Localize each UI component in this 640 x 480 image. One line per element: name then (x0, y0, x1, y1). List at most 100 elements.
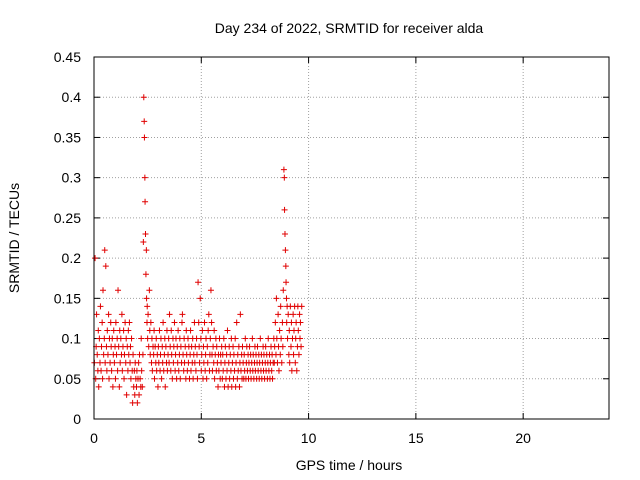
data-point (242, 335, 249, 342)
y-tick-label: 0.35 (54, 129, 81, 145)
x-tick-label: 10 (301, 430, 317, 446)
data-point (141, 134, 148, 141)
data-point (246, 343, 253, 350)
data-point (140, 94, 147, 101)
data-point (211, 327, 218, 334)
y-tick-label: 0.1 (62, 331, 82, 347)
data-point (111, 359, 118, 366)
data-point (112, 375, 119, 382)
data-point (105, 311, 112, 318)
data-point (273, 295, 280, 302)
data-point (98, 367, 105, 374)
data-point (112, 319, 119, 326)
data-point (109, 383, 116, 390)
data-point (272, 319, 279, 326)
data-point (192, 367, 199, 374)
data-point (295, 351, 302, 358)
data-point (205, 327, 212, 334)
grid-lines (94, 57, 609, 419)
data-point (138, 335, 145, 342)
data-point (201, 319, 208, 326)
data-point (282, 247, 289, 254)
data-point (298, 303, 305, 310)
data-point (166, 311, 173, 318)
data-point (117, 335, 124, 342)
data-point (97, 303, 104, 310)
data-point (207, 287, 214, 294)
y-tick-label: 0.25 (54, 210, 81, 226)
data-point (281, 206, 288, 213)
data-point (293, 367, 300, 374)
data-point (187, 327, 194, 334)
data-point (134, 399, 141, 406)
data-points (91, 94, 305, 406)
data-point (140, 239, 147, 246)
x-axis-label: GPS time / hours (296, 457, 403, 473)
data-point (104, 351, 111, 358)
data-point (99, 319, 106, 326)
data-point (262, 343, 269, 350)
data-point (139, 383, 146, 390)
data-point (233, 319, 240, 326)
data-point (118, 311, 125, 318)
data-point (127, 359, 134, 366)
data-point (141, 174, 148, 181)
data-point (143, 247, 150, 254)
y-tick-label: 0.15 (54, 290, 81, 306)
y-tick-label: 0.4 (62, 89, 82, 105)
data-point (175, 327, 182, 334)
data-point (100, 287, 107, 294)
data-point (296, 311, 303, 318)
data-point (135, 359, 142, 366)
data-point (99, 375, 106, 382)
data-point (127, 343, 134, 350)
data-point (115, 287, 122, 294)
data-point (199, 327, 206, 334)
data-point (106, 375, 113, 382)
data-point (254, 343, 261, 350)
data-point (128, 335, 135, 342)
data-point (156, 327, 163, 334)
data-point (158, 375, 165, 382)
data-point (265, 335, 272, 342)
data-point (230, 343, 237, 350)
data-point (110, 327, 117, 334)
data-point (237, 311, 244, 318)
y-tick-label: 0.05 (54, 371, 81, 387)
data-point (283, 279, 290, 286)
data-point (280, 287, 287, 294)
data-point (277, 303, 284, 310)
x-tick-label: 15 (408, 430, 424, 446)
data-point (168, 327, 175, 334)
data-point (203, 375, 210, 382)
data-point (220, 335, 227, 342)
data-point (276, 327, 283, 334)
data-point (278, 335, 285, 342)
data-point (277, 351, 284, 358)
data-point (268, 367, 275, 374)
x-tick-label: 5 (197, 430, 205, 446)
data-point (207, 335, 214, 342)
data-point (123, 391, 130, 398)
data-point (205, 311, 212, 318)
data-point (249, 335, 256, 342)
data-point (224, 327, 231, 334)
data-point (162, 383, 169, 390)
data-point (204, 359, 211, 366)
data-point (275, 367, 282, 374)
data-point (137, 375, 144, 382)
plot-frame (93, 56, 610, 420)
data-point (121, 375, 128, 382)
data-point (142, 198, 149, 205)
data-point (279, 343, 286, 350)
data-point (197, 335, 204, 342)
data-point (126, 319, 133, 326)
data-point (282, 263, 289, 270)
data-point (142, 271, 149, 278)
x-tick-label: 0 (90, 430, 98, 446)
data-point (298, 343, 305, 350)
data-point (108, 367, 115, 374)
data-point (151, 375, 158, 382)
data-point (116, 383, 123, 390)
data-point (102, 263, 109, 270)
